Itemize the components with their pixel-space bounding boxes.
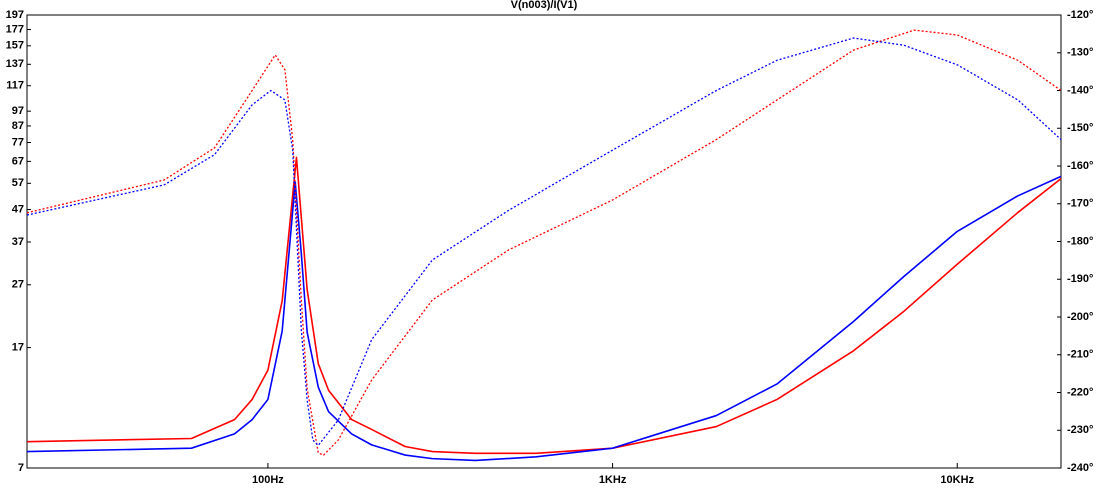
y2-tick-label: -200° (1067, 311, 1093, 323)
y2-tick-label: -120° (1067, 9, 1093, 21)
y-tick-label: 137 (6, 58, 24, 70)
y-tick-label: 117 (6, 80, 24, 92)
y-tick-label: 67 (12, 155, 24, 167)
y2-tick-label: -160° (1067, 160, 1093, 172)
y-tick-label: 17 (12, 341, 24, 353)
y-tick-label: 197 (6, 9, 24, 21)
x-tick-label: 1KHz (599, 474, 627, 486)
x-tick-label: 100Hz (252, 474, 284, 486)
y2-tick-label: -210° (1067, 349, 1093, 361)
y2-tick-label: -130° (1067, 47, 1093, 59)
x-tick-label: 10KHz (940, 474, 974, 486)
y2-tick-label: -230° (1067, 424, 1093, 436)
y2-tick-label: -140° (1067, 84, 1093, 96)
y-tick-label: 27 (12, 279, 24, 291)
y-tick-label: 97 (12, 105, 24, 117)
plot-frame (26, 14, 1062, 469)
series-line (26, 175, 1062, 462)
y2-tick-label: -180° (1067, 235, 1093, 247)
y2-tick-label: -190° (1067, 273, 1093, 285)
y-tick-label: 77 (12, 136, 24, 148)
y2-tick-label: -220° (1067, 386, 1093, 398)
y2-tick-label: -150° (1067, 122, 1093, 134)
chart-title: V(n003)/I(V1) (511, 0, 578, 11)
y2-tick-label: -170° (1067, 198, 1093, 210)
y-tick-label: 57 (12, 177, 24, 189)
y-tick-label: 157 (6, 40, 24, 52)
y2-tick-label: -240° (1067, 462, 1093, 474)
series-line (26, 37, 1062, 446)
series-line (26, 29, 1062, 456)
y-tick-label: 177 (6, 23, 24, 35)
y-tick-label: 7 (18, 462, 24, 474)
y-tick-label: 47 (12, 203, 24, 215)
y-tick-label: 37 (12, 236, 24, 248)
y-tick-label: 87 (12, 120, 24, 132)
series-line (26, 156, 1062, 455)
